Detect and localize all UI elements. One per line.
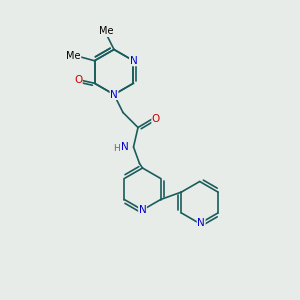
- Text: N: N: [110, 89, 118, 100]
- Text: N: N: [121, 142, 129, 152]
- Text: O: O: [152, 113, 160, 124]
- Text: O: O: [74, 75, 82, 85]
- Text: Me: Me: [66, 51, 81, 61]
- Text: H: H: [113, 144, 119, 153]
- Text: N: N: [121, 142, 129, 152]
- Text: N: N: [139, 205, 146, 215]
- Text: N: N: [197, 218, 205, 229]
- Text: N: N: [130, 56, 137, 66]
- Text: Me: Me: [99, 26, 114, 37]
